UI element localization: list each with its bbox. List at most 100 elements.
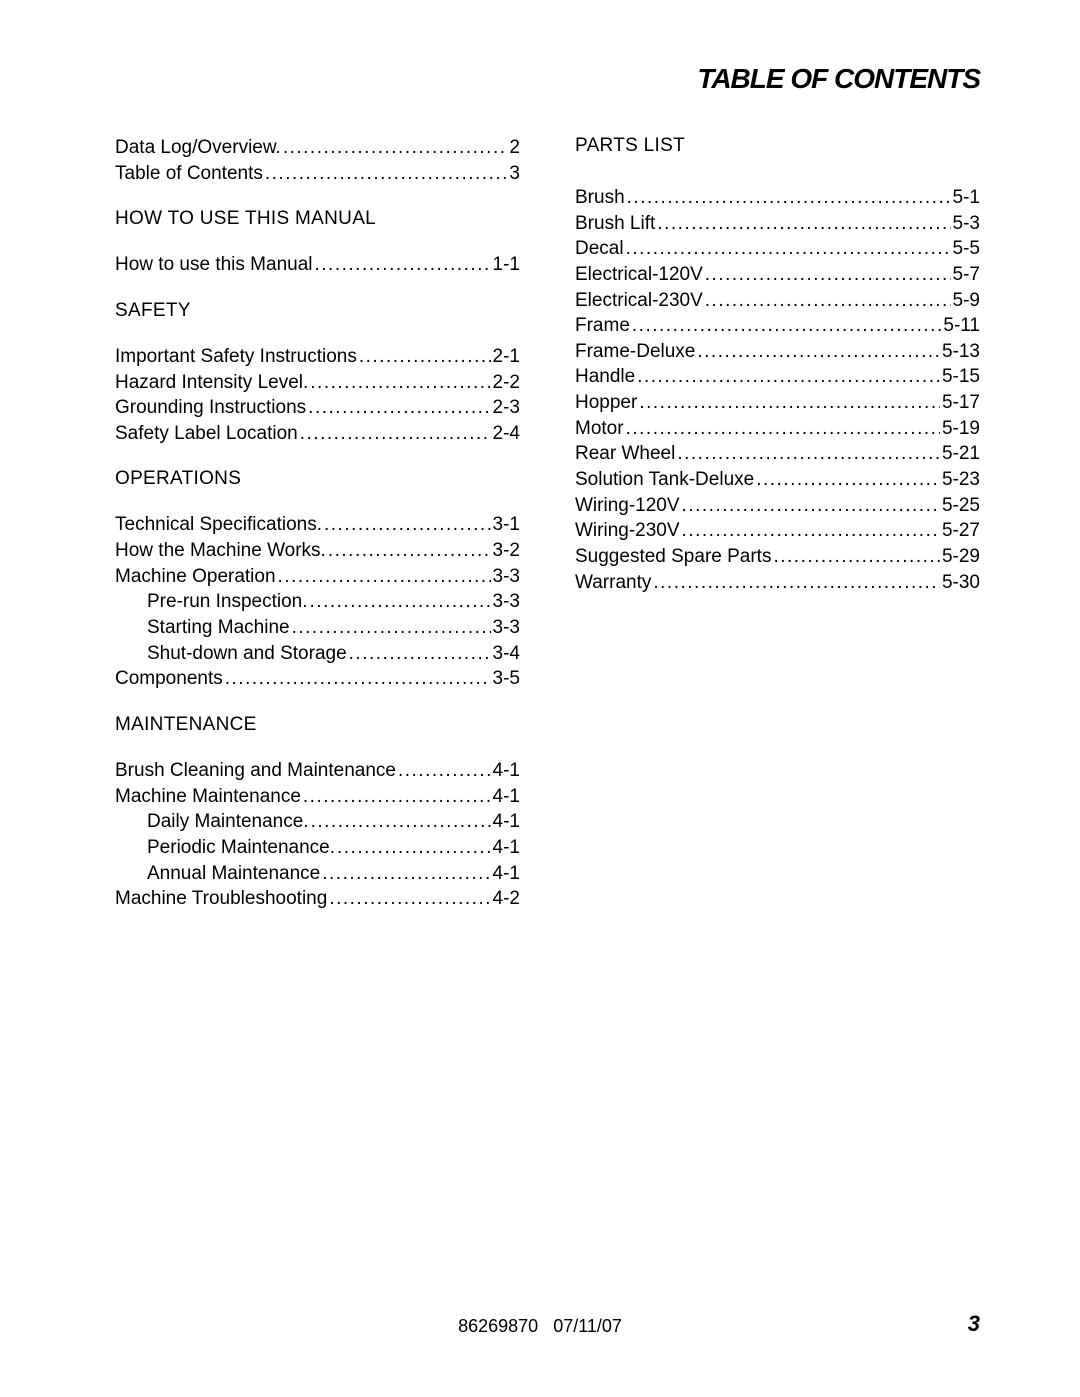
toc-label: Brush Lift bbox=[575, 211, 655, 237]
page-number: 3 bbox=[968, 1311, 980, 1337]
toc-page: 5-17 bbox=[940, 390, 980, 416]
toc-leader bbox=[625, 185, 951, 211]
toc-page: 5-1 bbox=[951, 185, 980, 211]
doc-number: 86269870 bbox=[458, 1316, 538, 1337]
toc-line: Table of Contents 3 bbox=[115, 161, 520, 187]
toc-leader bbox=[290, 615, 491, 641]
toc-page: 3 bbox=[507, 161, 520, 187]
toc-leader bbox=[306, 395, 490, 421]
toc-line: Warranty 5-30 bbox=[575, 570, 980, 596]
toc-leader bbox=[635, 364, 940, 390]
toc-leader bbox=[624, 416, 940, 442]
toc-label: Decal bbox=[575, 236, 624, 262]
toc-label: Suggested Spare Parts bbox=[575, 544, 771, 570]
right-column: PARTS LIST Brush5-1 Brush Lift5-3 Decal 5… bbox=[575, 135, 980, 912]
toc-label: Electrical-120V bbox=[575, 262, 703, 288]
toc-line: Wiring-230V5-27 bbox=[575, 518, 980, 544]
toc-line: Machine Maintenance 4-1 bbox=[115, 784, 520, 810]
toc-page: 3-3 bbox=[491, 589, 520, 615]
toc-page: 2-3 bbox=[491, 395, 520, 421]
toc-line: Machine Operation 3-3 bbox=[115, 564, 520, 590]
toc-page: 5-11 bbox=[941, 313, 980, 339]
toc-line: How to use this Manual 1-1 bbox=[115, 252, 520, 278]
toc-line: Solution Tank-Deluxe5-23 bbox=[575, 467, 980, 493]
toc-leader bbox=[281, 135, 508, 161]
toc-page: 3-1 bbox=[491, 512, 520, 538]
toc-page: 5-29 bbox=[940, 544, 980, 570]
toc-line: Data Log/Overview. 2 bbox=[115, 135, 520, 161]
pre-section: Data Log/Overview. 2 Table of Contents 3 bbox=[115, 135, 520, 186]
toc-line: Suggested Spare Parts 5-29 bbox=[575, 544, 980, 570]
toc-page: 4-1 bbox=[491, 784, 520, 810]
toc-page: 5-13 bbox=[940, 339, 980, 365]
toc-line: Motor5-19 bbox=[575, 416, 980, 442]
toc-page: 5-5 bbox=[951, 236, 980, 262]
toc-page: 3-5 bbox=[491, 666, 520, 692]
toc-line: Safety Label Location 2-4 bbox=[115, 421, 520, 447]
toc-page: 2-2 bbox=[491, 370, 520, 396]
toc-label: Shut-down and Storage bbox=[147, 641, 347, 667]
doc-date: 07/11/07 bbox=[553, 1316, 622, 1337]
toc-line: Wiring-120V5-25 bbox=[575, 493, 980, 519]
toc-page: 5-30 bbox=[940, 570, 980, 596]
toc-line: Machine Troubleshooting 4-2 bbox=[115, 886, 520, 912]
toc-page: 4-1 bbox=[491, 809, 520, 835]
section-heading: HOW TO USE THIS MANUAL bbox=[115, 208, 520, 230]
left-column: Data Log/Overview. 2 Table of Contents 3… bbox=[115, 135, 520, 912]
toc-line: Rear Wheel 5-21 bbox=[575, 441, 980, 467]
toc-page: 5-7 bbox=[951, 262, 980, 288]
toc-leader bbox=[637, 390, 940, 416]
toc-label: Grounding Instructions bbox=[115, 395, 306, 421]
toc-page: 5-27 bbox=[940, 518, 980, 544]
toc-page: 4-1 bbox=[491, 835, 520, 861]
toc-label: Components bbox=[115, 666, 223, 692]
section-items: Brush5-1 Brush Lift5-3 Decal 5-5 Electric… bbox=[575, 185, 980, 595]
toc-label: Wiring-120V bbox=[575, 493, 680, 519]
toc-page: 5-23 bbox=[940, 467, 980, 493]
toc-label: Technical Specifications. bbox=[115, 512, 322, 538]
toc-label: Daily Maintenance. bbox=[147, 809, 309, 835]
page-title: TABLE OF CONTENTS bbox=[697, 63, 980, 95]
toc-label: Rear Wheel bbox=[575, 441, 675, 467]
toc-label: Handle bbox=[575, 364, 635, 390]
toc-line: Decal 5-5 bbox=[575, 236, 980, 262]
toc-label: Hazard Intensity Level. bbox=[115, 370, 308, 396]
toc-line: Handle 5-15 bbox=[575, 364, 980, 390]
section-items: Technical Specifications. 3-1 How the Ma… bbox=[115, 512, 520, 691]
toc-page: 3-2 bbox=[491, 538, 520, 564]
toc-leader bbox=[326, 538, 491, 564]
toc-line: Brush Cleaning and Maintenance 4-1 bbox=[115, 758, 520, 784]
toc-line: Brush5-1 bbox=[575, 185, 980, 211]
toc-label: Frame-Deluxe bbox=[575, 339, 695, 365]
toc-line: Brush Lift5-3 bbox=[575, 211, 980, 237]
toc-page: 3-3 bbox=[491, 615, 520, 641]
footer: 86269870 07/11/07 bbox=[0, 1316, 1080, 1337]
toc-label: Electrical-230V bbox=[575, 288, 703, 314]
toc-line: Grounding Instructions 2-3 bbox=[115, 395, 520, 421]
toc-label: Warranty bbox=[575, 570, 651, 596]
toc-line: Periodic Maintenance. 4-1 bbox=[115, 835, 520, 861]
section-items: Brush Cleaning and Maintenance 4-1 Machi… bbox=[115, 758, 520, 912]
toc-label: Hopper bbox=[575, 390, 637, 416]
section-items: Important Safety Instructions 2-1 Hazard… bbox=[115, 344, 520, 447]
toc-label: Frame bbox=[575, 313, 630, 339]
toc-page: 5-21 bbox=[940, 441, 980, 467]
section-heading: PARTS LIST bbox=[575, 135, 980, 157]
toc-label: Motor bbox=[575, 416, 624, 442]
toc-line: Annual Maintenance 4-1 bbox=[115, 861, 520, 887]
toc-label: How to use this Manual bbox=[115, 252, 313, 278]
toc-line: Technical Specifications. 3-1 bbox=[115, 512, 520, 538]
toc-line: Electrical-230V 5-9 bbox=[575, 288, 980, 314]
toc-leader bbox=[771, 544, 940, 570]
toc-line: Frame 5-11 bbox=[575, 313, 980, 339]
toc-leader bbox=[675, 441, 940, 467]
toc-leader bbox=[309, 809, 491, 835]
toc-page: 5-9 bbox=[951, 288, 980, 314]
toc-line: Electrical-120V 5-7 bbox=[575, 262, 980, 288]
toc-label: Machine Troubleshooting bbox=[115, 886, 327, 912]
section-items: How to use this Manual 1-1 bbox=[115, 252, 520, 278]
toc-leader bbox=[327, 886, 490, 912]
toc-page: 5-15 bbox=[940, 364, 980, 390]
toc-leader bbox=[651, 570, 940, 596]
toc-page: 2-4 bbox=[491, 421, 520, 447]
